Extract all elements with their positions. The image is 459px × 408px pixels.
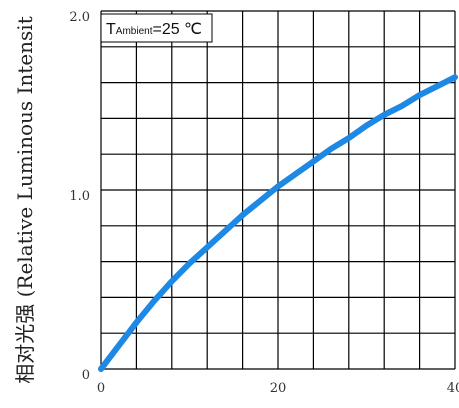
x-tick-label: 0 <box>97 381 105 396</box>
y-tick-label: 0 <box>82 368 90 383</box>
tick-labels: 0 20 40 0 1.0 2.0 <box>69 10 459 396</box>
y-tick-label: 1.0 <box>69 189 90 204</box>
annotation-prefix: T <box>106 21 116 38</box>
y-axis-label: 相对光强 (Relative Luminous Intensit <box>13 16 37 383</box>
series-layer <box>98 74 458 372</box>
annotation-box <box>100 13 213 43</box>
x-tick-label: 40 <box>447 381 459 396</box>
annotation-subscript: Ambient <box>116 26 153 37</box>
y-tick-label: 2.0 <box>69 10 90 25</box>
grid <box>100 10 456 370</box>
x-tick-label: 20 <box>270 381 287 396</box>
annotation-value: =25 ℃ <box>152 21 202 38</box>
annotation-text: TAmbient=25 ℃ <box>106 21 202 38</box>
series-line <box>98 74 458 372</box>
